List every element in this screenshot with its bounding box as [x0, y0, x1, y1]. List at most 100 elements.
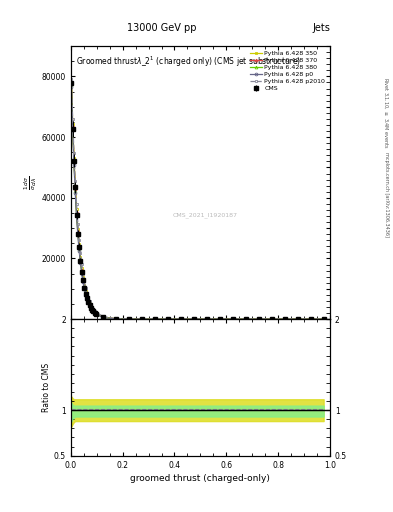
Pythia 6.428 370 [75, 228, 80, 234]
Pythia 6.428 370 [69, 81, 74, 87]
Text: Groomed thrust$\lambda$_2$^1$ (charged only) (CMS jet substructure): Groomed thrust$\lambda$_2$^1$ (charged o… [76, 54, 301, 69]
Pythia 6.428 370 [92, 309, 97, 315]
Pythia 6.428 350 [73, 183, 78, 189]
Pythia 6.428 p0 [77, 248, 81, 254]
Pythia 6.428 380 [79, 269, 84, 275]
Pythia 6.428 370 [77, 244, 81, 250]
Pythia 6.428 350 [79, 265, 84, 271]
Pythia 6.428 370 [88, 304, 93, 310]
Pythia 6.428 350 [74, 206, 79, 212]
Pythia 6.428 350 [84, 292, 89, 298]
Pythia 6.428 370 [178, 316, 183, 322]
Pythia 6.428 p0 [282, 316, 287, 322]
Pythia 6.428 370 [269, 316, 274, 322]
Pythia 6.428 p2010 [88, 301, 93, 307]
Text: mcplots.cern.ch [arXiv:1306.3436]: mcplots.cern.ch [arXiv:1306.3436] [384, 152, 389, 237]
Pythia 6.428 380 [295, 316, 300, 322]
Pythia 6.428 350 [77, 241, 81, 247]
Pythia 6.428 p0 [308, 316, 313, 322]
Pythia 6.428 380 [83, 290, 88, 296]
Pythia 6.428 370 [81, 276, 85, 282]
Pythia 6.428 p2010 [74, 201, 79, 207]
Pythia 6.428 p0 [74, 214, 79, 220]
Pythia 6.428 p2010 [114, 316, 119, 322]
Pythia 6.428 380 [91, 308, 96, 314]
Pythia 6.428 380 [127, 316, 131, 322]
Line: Pythia 6.428 350: Pythia 6.428 350 [70, 81, 325, 321]
Pythia 6.428 p0 [152, 316, 157, 322]
Pythia 6.428 370 [127, 316, 131, 322]
Pythia 6.428 380 [74, 211, 79, 217]
Pythia 6.428 350 [86, 296, 91, 303]
Pythia 6.428 p0 [69, 84, 74, 90]
Pythia 6.428 p0 [92, 310, 97, 316]
Line: Pythia 6.428 370: Pythia 6.428 370 [70, 82, 325, 321]
Pythia 6.428 380 [78, 259, 83, 265]
Pythia 6.428 350 [166, 316, 171, 322]
Pythia 6.428 p2010 [140, 316, 145, 322]
Pythia 6.428 p2010 [90, 304, 94, 310]
Pythia 6.428 370 [308, 316, 313, 322]
Pythia 6.428 370 [218, 316, 222, 322]
Pythia 6.428 370 [204, 316, 209, 322]
Pythia 6.428 380 [101, 314, 105, 321]
Pythia 6.428 p2010 [321, 316, 326, 322]
Pythia 6.428 350 [69, 79, 74, 85]
Pythia 6.428 p0 [166, 316, 171, 322]
Pythia 6.428 p2010 [152, 316, 157, 322]
Pythia 6.428 p0 [256, 316, 261, 322]
Pythia 6.428 380 [94, 311, 98, 317]
Pythia 6.428 p0 [269, 316, 274, 322]
Pythia 6.428 380 [77, 246, 81, 252]
Line: Pythia 6.428 p2010: Pythia 6.428 p2010 [70, 77, 325, 321]
Pythia 6.428 p0 [82, 286, 87, 292]
Pythia 6.428 p2010 [69, 75, 74, 81]
Pythia 6.428 370 [192, 316, 196, 322]
Pythia 6.428 380 [308, 316, 313, 322]
Pythia 6.428 p0 [321, 316, 326, 322]
Pythia 6.428 p2010 [91, 306, 96, 312]
Pythia 6.428 370 [73, 185, 78, 191]
Pythia 6.428 370 [90, 306, 94, 312]
Pythia 6.428 380 [92, 310, 97, 316]
Pythia 6.428 p0 [84, 296, 89, 302]
Pythia 6.428 350 [218, 316, 222, 322]
Pythia 6.428 p2010 [84, 290, 89, 296]
Pythia 6.428 380 [140, 316, 145, 322]
Text: Rivet 3.1.10, $\geq$ 3.4M events: Rivet 3.1.10, $\geq$ 3.4M events [382, 77, 389, 148]
Pythia 6.428 370 [282, 316, 287, 322]
Pythia 6.428 p2010 [82, 279, 87, 285]
Pythia 6.428 350 [282, 316, 287, 322]
Pythia 6.428 p2010 [92, 308, 97, 314]
Pythia 6.428 370 [79, 267, 84, 273]
Pythia 6.428 350 [78, 254, 83, 261]
Text: CMS_2021_I1920187: CMS_2021_I1920187 [173, 212, 238, 218]
Legend: Pythia 6.428 350, Pythia 6.428 370, Pythia 6.428 380, Pythia 6.428 p0, Pythia 6.: Pythia 6.428 350, Pythia 6.428 370, Pyth… [249, 49, 327, 93]
Pythia 6.428 p2010 [73, 178, 78, 184]
Pythia 6.428 p2010 [256, 316, 261, 322]
Pythia 6.428 350 [152, 316, 157, 322]
Y-axis label: $\frac{1}{\sigma}\frac{d\sigma}{d\lambda}$: $\frac{1}{\sigma}\frac{d\sigma}{d\lambda… [22, 176, 39, 190]
Pythia 6.428 p2010 [78, 250, 83, 257]
Pythia 6.428 p0 [81, 279, 85, 285]
Pythia 6.428 350 [295, 316, 300, 322]
Pythia 6.428 350 [114, 316, 119, 322]
Pythia 6.428 350 [230, 316, 235, 322]
Pythia 6.428 p2010 [79, 262, 84, 268]
Pythia 6.428 p2010 [204, 316, 209, 322]
Pythia 6.428 380 [218, 316, 222, 322]
Pythia 6.428 p0 [101, 314, 105, 321]
Pythia 6.428 350 [90, 305, 94, 311]
Text: Jets: Jets [312, 23, 330, 33]
Pythia 6.428 350 [308, 316, 313, 322]
Pythia 6.428 350 [178, 316, 183, 322]
Pythia 6.428 p2010 [230, 316, 235, 322]
Pythia 6.428 380 [72, 159, 76, 165]
Pythia 6.428 350 [70, 120, 75, 126]
Pythia 6.428 p0 [178, 316, 183, 322]
Pythia 6.428 370 [87, 301, 92, 307]
Pythia 6.428 p2010 [77, 237, 81, 243]
Pythia 6.428 380 [88, 305, 93, 311]
Pythia 6.428 p0 [72, 162, 76, 168]
Pythia 6.428 p2010 [94, 309, 98, 315]
